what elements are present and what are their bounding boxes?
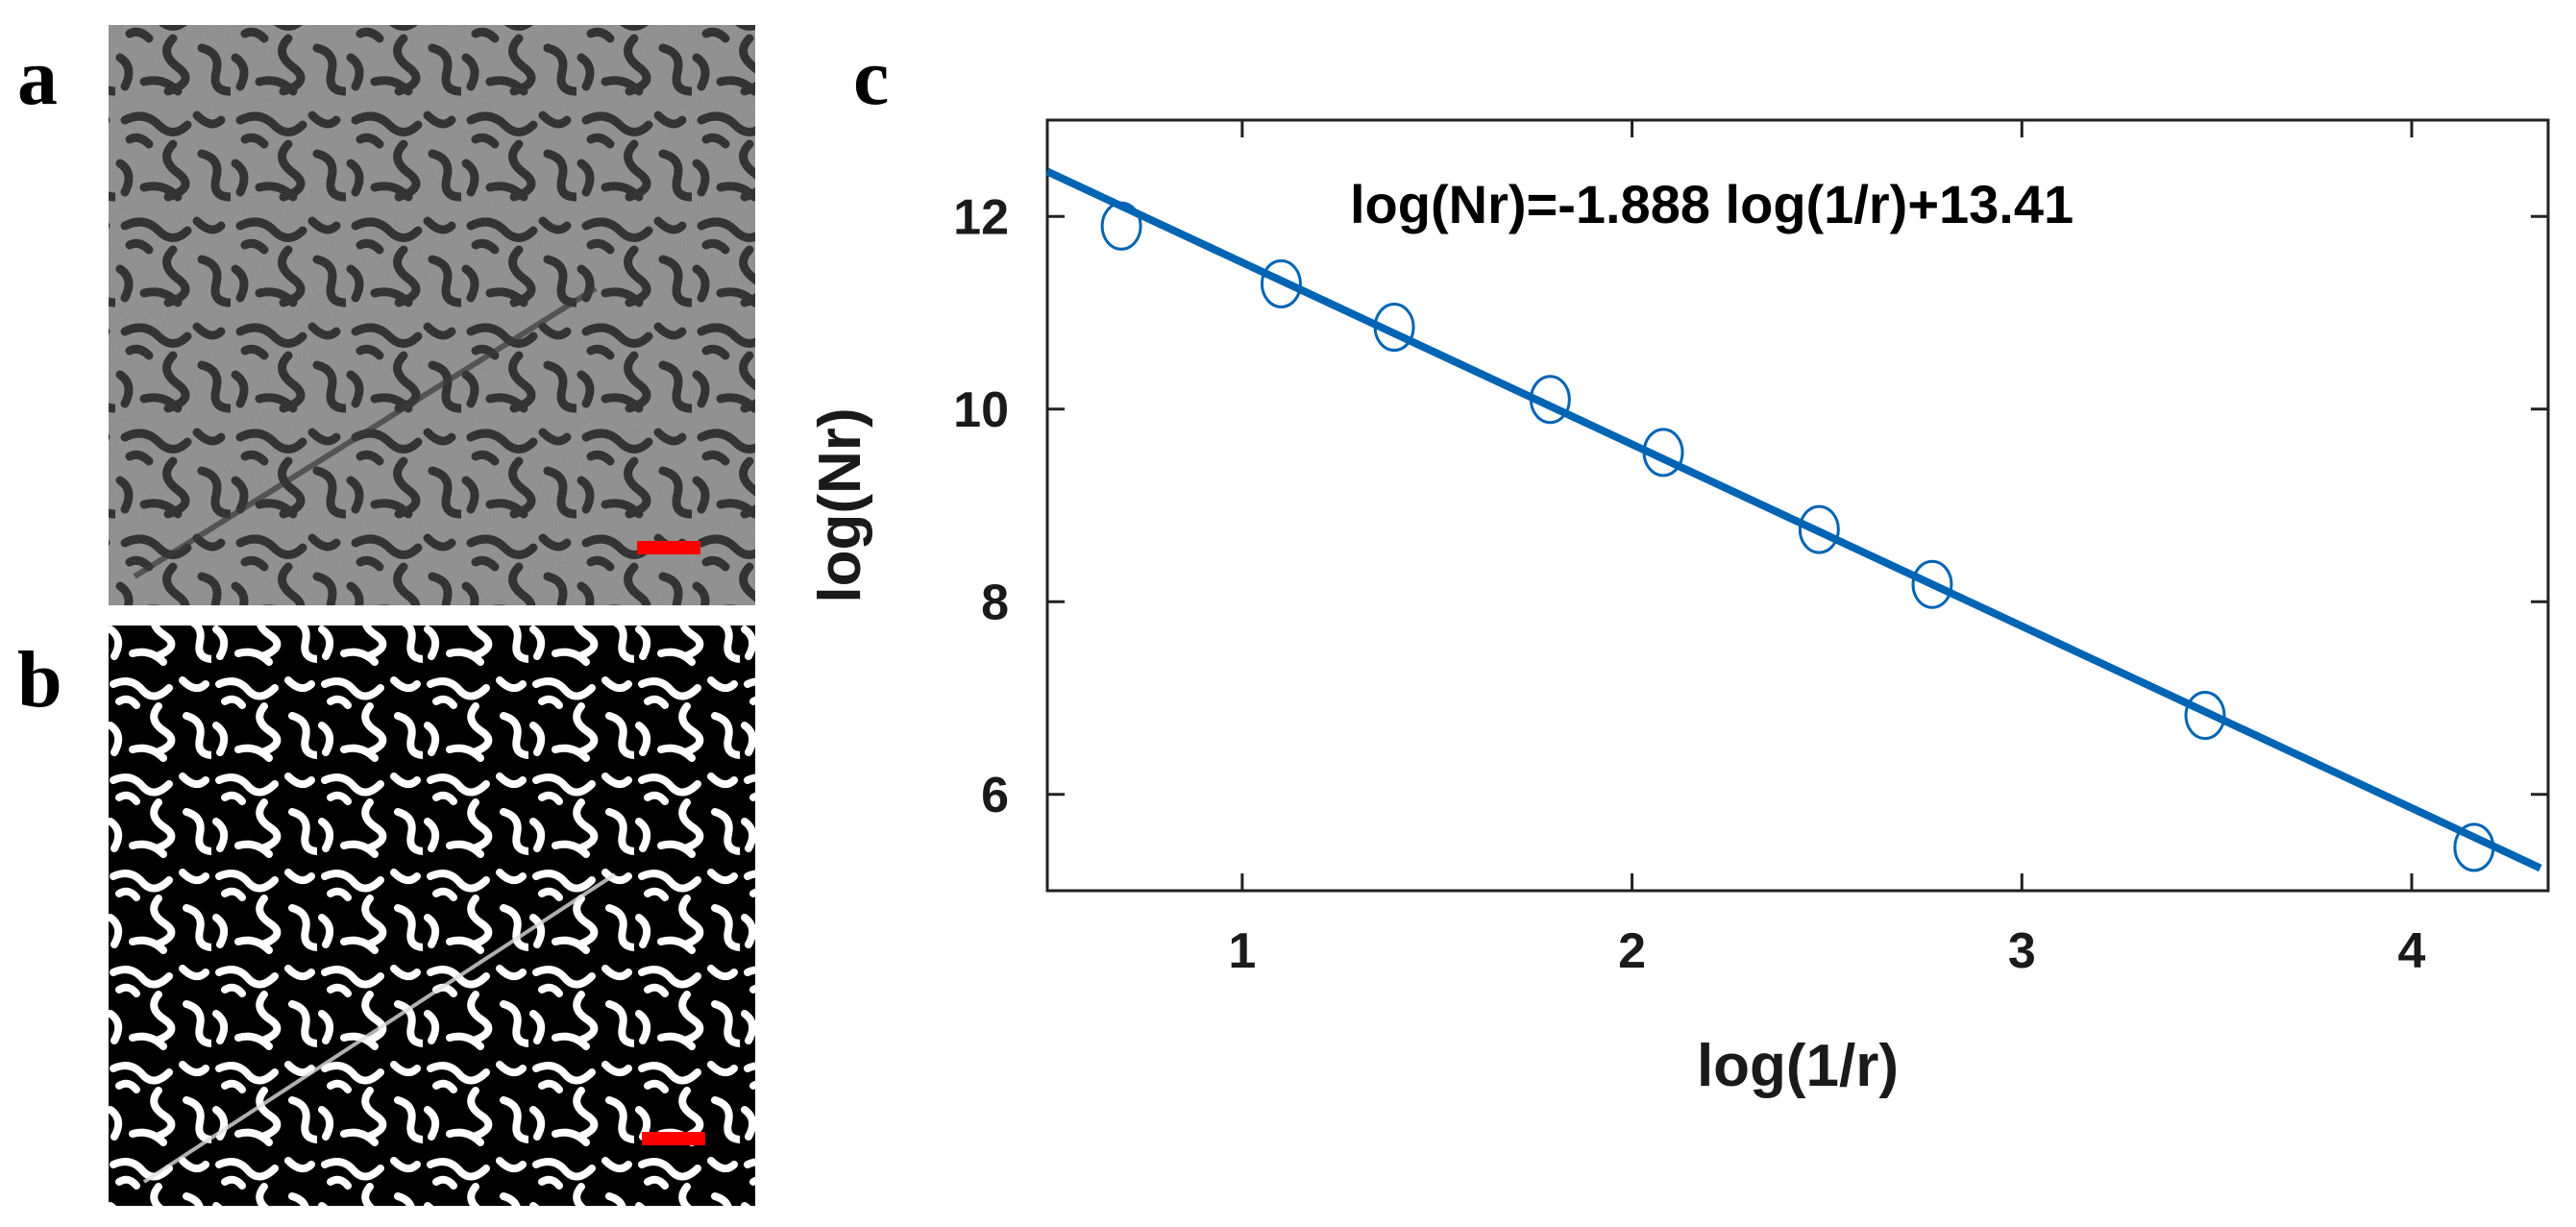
y-tick-label-1: 8 — [981, 575, 1009, 630]
data-point-8 — [2453, 822, 2495, 872]
data-point-6 — [1911, 559, 1953, 609]
x-tick-label-0: 1 — [1228, 923, 1256, 979]
data-point-5 — [1798, 504, 1840, 554]
x-tick-label-1: 2 — [1618, 923, 1646, 979]
y-tick-label-0: 6 — [981, 768, 1009, 823]
fit-line-group — [1045, 167, 2542, 872]
panel-label-c: c — [853, 33, 889, 122]
micrograph-binarized — [109, 626, 755, 1206]
data-points — [1100, 201, 2495, 872]
data-point-1 — [1260, 258, 1302, 308]
y-axis-title: log(Nr) — [807, 407, 873, 602]
x-tick-label-3: 4 — [2398, 923, 2426, 979]
panel-label-b: b — [17, 635, 62, 724]
y-tick-label-3: 12 — [953, 189, 1009, 245]
panel-label-a: a — [17, 33, 58, 122]
data-point-4 — [1642, 428, 1684, 478]
scale-bar-b — [642, 1132, 705, 1145]
scale-bar-a — [637, 541, 700, 554]
data-point-3 — [1529, 375, 1571, 425]
micrograph-grayscale — [109, 25, 755, 605]
data-point-0 — [1100, 201, 1142, 251]
x-axis-title: log(1/r) — [1697, 1033, 1899, 1099]
x-tick-label-2: 3 — [2008, 923, 2036, 979]
y-tick-label-2: 10 — [953, 382, 1009, 438]
plot-frame — [1045, 118, 2550, 893]
fit-line — [1045, 167, 2542, 872]
data-point-2 — [1373, 303, 1415, 353]
fit-equation-annotation: log(Nr)=-1.888 log(1/r)+13.41 — [1350, 174, 2073, 234]
data-point-7 — [2184, 691, 2226, 741]
